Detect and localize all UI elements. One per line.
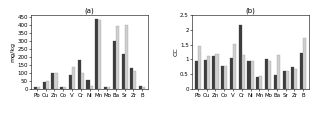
Bar [207,56,210,89]
Y-axis label: CC: CC [173,48,178,56]
Bar [247,61,251,89]
Bar [72,67,75,89]
Bar [300,53,303,89]
Bar [122,55,124,89]
Bar [195,61,198,89]
Bar [265,59,268,89]
Bar [230,58,233,89]
Bar [37,87,40,89]
Bar [256,77,259,89]
Bar [242,55,245,89]
Bar [268,61,271,89]
Bar [60,87,63,89]
Bar [224,66,227,89]
Bar [274,75,277,89]
Bar [34,87,37,89]
Bar [98,20,101,89]
Bar [233,44,236,89]
Bar [134,71,136,89]
Bar [69,75,72,89]
Bar [251,61,254,89]
Bar [55,73,57,89]
Bar [81,73,84,89]
Bar [198,45,201,89]
Bar [124,25,128,89]
Bar [63,87,66,89]
Bar [285,71,289,89]
Bar [259,76,262,89]
Bar [130,68,134,89]
Bar [204,60,207,89]
Bar [291,67,295,89]
Bar [116,25,119,89]
Bar [43,82,46,89]
Bar [78,60,81,89]
Y-axis label: mg/kg: mg/kg [11,42,16,62]
Bar [95,19,98,89]
Bar [295,69,297,89]
Title: (a): (a) [85,7,95,14]
Bar [86,80,90,89]
Bar [90,86,93,89]
Bar [46,81,49,89]
Bar [142,87,145,89]
Bar [107,87,110,89]
Bar [104,87,107,89]
Bar [212,56,216,89]
Bar [216,54,218,89]
Bar [113,41,116,89]
Title: (b): (b) [246,7,256,14]
Bar [221,66,224,89]
Bar [139,86,142,89]
Bar [303,38,306,89]
Bar [239,25,242,89]
Bar [51,73,55,89]
Bar [283,71,285,89]
Bar [277,55,280,89]
